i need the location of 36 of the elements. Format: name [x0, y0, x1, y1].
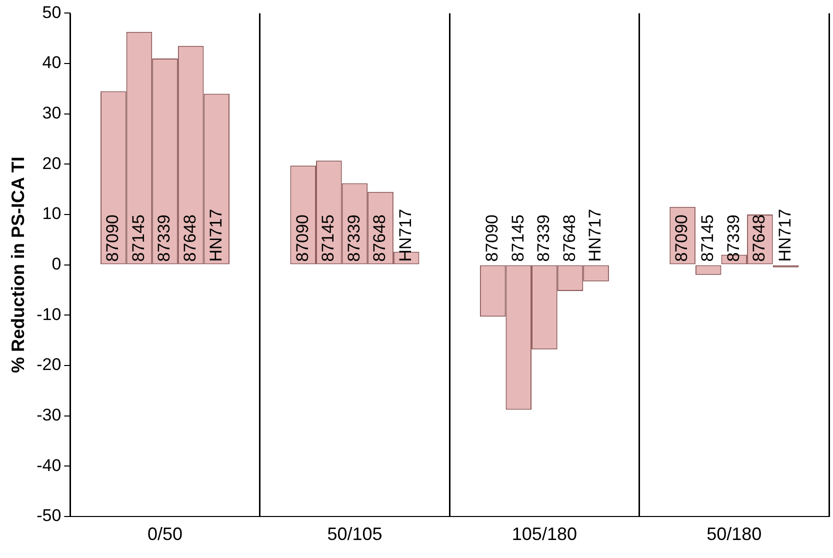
- text: 87090: [672, 214, 692, 262]
- x-tick-label: 50/180: [706, 524, 762, 544]
- y-axis-title: % Reduction in PS-ICA TI: [8, 156, 28, 373]
- text: 87339: [344, 214, 364, 262]
- text: HN717: [396, 208, 416, 262]
- text: 87145: [508, 214, 528, 262]
- text: HN717: [775, 208, 794, 262]
- y-tick-label: -40: [36, 456, 62, 475]
- y-tick-label: -20: [36, 355, 62, 374]
- text: 87090: [292, 214, 312, 262]
- text: 87648: [370, 214, 390, 262]
- text: 87339: [534, 214, 554, 262]
- y-tick-label: 10: [42, 204, 62, 224]
- y-tick-label: 0: [52, 254, 62, 274]
- series-label: 87145: [128, 214, 148, 262]
- text: HN717: [586, 208, 605, 262]
- y-tick-label: -30: [36, 405, 62, 424]
- text: 87648: [560, 214, 579, 262]
- series-label: 87090: [103, 214, 122, 262]
- series-label: 87648: [750, 214, 769, 262]
- y-tick-label: 30: [42, 104, 62, 123]
- text: 87145: [318, 214, 338, 262]
- text: 87145: [698, 214, 718, 262]
- x-tick-label: 50/105: [327, 524, 382, 544]
- x-tick-label: 105/180: [512, 524, 577, 544]
- text: 87339: [724, 214, 743, 262]
- y-tick-label: -10: [36, 304, 62, 324]
- series-label: 87339: [154, 214, 174, 262]
- text: 87648: [180, 214, 200, 262]
- y-tick-label: -50: [36, 506, 62, 526]
- x-tick-label: 0/50: [148, 524, 183, 544]
- y-tick-label: 40: [42, 53, 62, 72]
- y-tick-label: 20: [42, 154, 62, 173]
- text: 87090: [482, 214, 502, 262]
- y-tick-label: 50: [42, 2, 62, 22]
- series-label: HN717: [206, 208, 226, 262]
